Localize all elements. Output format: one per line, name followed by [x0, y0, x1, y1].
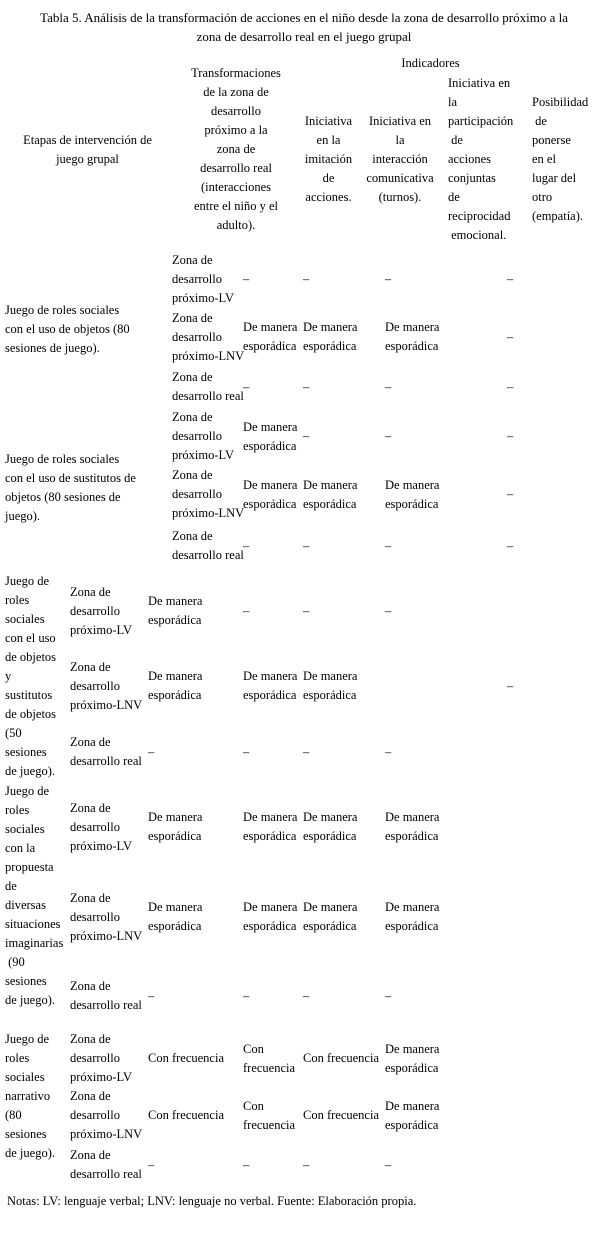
value-cell: De manera esporádica: [243, 669, 298, 702]
value-cell: De manera esporádica: [303, 900, 358, 933]
value-cell: Con frecuencia: [303, 1051, 380, 1065]
value-cell: –: [243, 744, 250, 759]
value-cell: –: [303, 744, 310, 759]
value-cell: –: [507, 329, 514, 344]
value-cell: –: [385, 603, 392, 618]
value-cell: De manera esporádica: [148, 594, 203, 627]
value-cell: De manera esporádica: [385, 1041, 440, 1075]
header-transformaciones: Transformaciones de la zona de desarroll…: [191, 66, 281, 232]
zona-cell: Zona de desarrollo real: [172, 529, 244, 562]
page-title: Tabla 5. Análisis de la transformación d…: [40, 10, 568, 44]
value-cell: –: [385, 429, 392, 443]
value-cell: De manera esporádica: [385, 477, 440, 511]
row-group-objetos-y-sustitutos: Juego de roles sociales con el uso de ob…: [0, 572, 608, 782]
header-indicadores-group: Indicadores: [401, 56, 460, 70]
value-cell: –: [507, 272, 514, 286]
value-cell: De manera esporádica: [303, 810, 358, 843]
zona-cell: Zona de desarrollo real: [70, 735, 142, 768]
value-cell: –: [243, 272, 250, 286]
value-cell: De manera esporádica: [243, 810, 298, 843]
zona-cell: Zona de desarrollo real: [172, 370, 244, 403]
value-cell: De manera esporádica: [385, 900, 440, 933]
value-cell: De manera esporádica: [243, 419, 298, 453]
value-cell: –: [385, 988, 392, 1003]
row-group-narrativo: Juego de roles sociales narrativo (80 se…: [0, 1030, 608, 1186]
value-cell: –: [243, 1157, 250, 1172]
zona-cell: Zona de desarrollo próximo-LNV: [70, 659, 143, 712]
value-cell: –: [385, 538, 392, 553]
table-notes: Notas: LV: lenguaje verbal; LNV: lenguaj…: [7, 1194, 417, 1208]
value-cell: –: [385, 1157, 392, 1172]
value-cell: Con frecuencia: [148, 1051, 225, 1065]
zona-cell: Zona de desarrollo próximo-LNV: [172, 468, 245, 520]
value-cell: –: [148, 744, 155, 759]
row-group-objetos: Juego de roles sociales con el uso de ob…: [0, 251, 608, 408]
zona-cell: Zona de desarrollo próximo-LNV: [172, 310, 245, 363]
table-header: Etapas de intervención de juego grupal T…: [0, 54, 608, 245]
value-cell: De manera esporádica: [148, 669, 203, 702]
value-cell: –: [507, 538, 514, 553]
header-indicador-imitacion: Iniciativa en la imitación de acciones.: [304, 114, 353, 204]
value-cell: –: [303, 603, 310, 618]
value-cell: –: [303, 1157, 310, 1172]
value-cell: Con frecuencia: [303, 1108, 380, 1122]
value-cell: De manera esporádica: [243, 320, 298, 353]
value-cell: –: [303, 272, 310, 286]
value-cell: De manera esporádica: [303, 477, 358, 511]
table: Etapas de intervención de juego grupal T…: [0, 54, 608, 1186]
value-cell: De manera esporádica: [385, 320, 440, 353]
zona-cell: Zona de desarrollo próximo-LV: [70, 584, 133, 637]
zona-cell: Zona de desarrollo próximo-LV: [70, 1032, 133, 1084]
zona-cell: Zona de desarrollo próximo-LV: [172, 253, 235, 305]
value-cell: –: [243, 538, 250, 553]
value-cell: De manera esporádica: [303, 669, 358, 702]
value-cell: De manera esporádica: [385, 1098, 440, 1132]
value-cell: –: [507, 429, 514, 443]
value-cell: –: [385, 272, 392, 286]
value-cell: –: [243, 379, 250, 394]
value-cell: –: [148, 1157, 155, 1172]
value-cell: –: [148, 988, 155, 1003]
value-cell: De manera esporádica: [243, 900, 298, 933]
value-cell: –: [385, 379, 392, 394]
value-cell: Con frecuencia: [243, 1041, 296, 1075]
zona-cell: Zona de desarrollo real: [70, 979, 142, 1012]
stage-cell: Juego de roles sociales narrativo (80 se…: [5, 1032, 55, 1160]
stage-cell: Juego de roles sociales con el uso de ob…: [5, 574, 57, 778]
header-indicador-participacion: Iniciativa en la participación de accion…: [448, 76, 514, 242]
value-cell: De manera esporádica: [148, 900, 203, 933]
value-cell: –: [303, 429, 310, 443]
value-cell: –: [507, 487, 514, 501]
stage-cell: Juego de roles sociales con el uso de su…: [5, 452, 136, 523]
value-cell: –: [507, 678, 514, 693]
header-indicador-posibilidad: Posibilidad de ponerse en el lugar del o…: [532, 95, 589, 223]
stage-cell: Juego de roles sociales con el uso de ob…: [5, 303, 130, 355]
zona-cell: Zona de desarrollo próximo-LV: [172, 410, 235, 462]
value-cell: –: [303, 538, 310, 553]
value-cell: De manera esporádica: [243, 477, 298, 511]
value-cell: De manera esporádica: [385, 810, 440, 843]
stage-cell: Juego de roles sociales con la propuesta…: [5, 784, 64, 1007]
value-cell: –: [303, 988, 310, 1003]
zona-cell: Zona de desarrollo próximo-LV: [70, 800, 133, 853]
value-cell: –: [507, 379, 514, 394]
value-cell: Con frecuencia: [243, 1098, 296, 1132]
row-group-situaciones-imaginarias: Juego de roles sociales con la propuesta…: [0, 782, 608, 1030]
zona-cell: Zona de desarrollo real: [70, 1148, 142, 1181]
row-group-sustitutos: Juego de roles sociales con el uso de su…: [0, 408, 608, 568]
value-cell: De manera esporádica: [303, 320, 358, 353]
value-cell: De manera esporádica: [148, 810, 203, 843]
value-cell: –: [243, 988, 250, 1003]
value-cell: –: [303, 379, 310, 394]
value-cell: –: [385, 744, 392, 759]
value-cell: Con frecuencia: [148, 1108, 225, 1122]
zona-cell: Zona de desarrollo próximo-LNV: [70, 890, 143, 943]
header-indicador-interaccion: Iniciativa en la interacción comunicativ…: [366, 114, 434, 204]
value-cell: –: [243, 603, 250, 618]
zona-cell: Zona de desarrollo próximo-LNV: [70, 1089, 143, 1141]
header-etapas: Etapas de intervención de juego grupal: [23, 132, 152, 166]
